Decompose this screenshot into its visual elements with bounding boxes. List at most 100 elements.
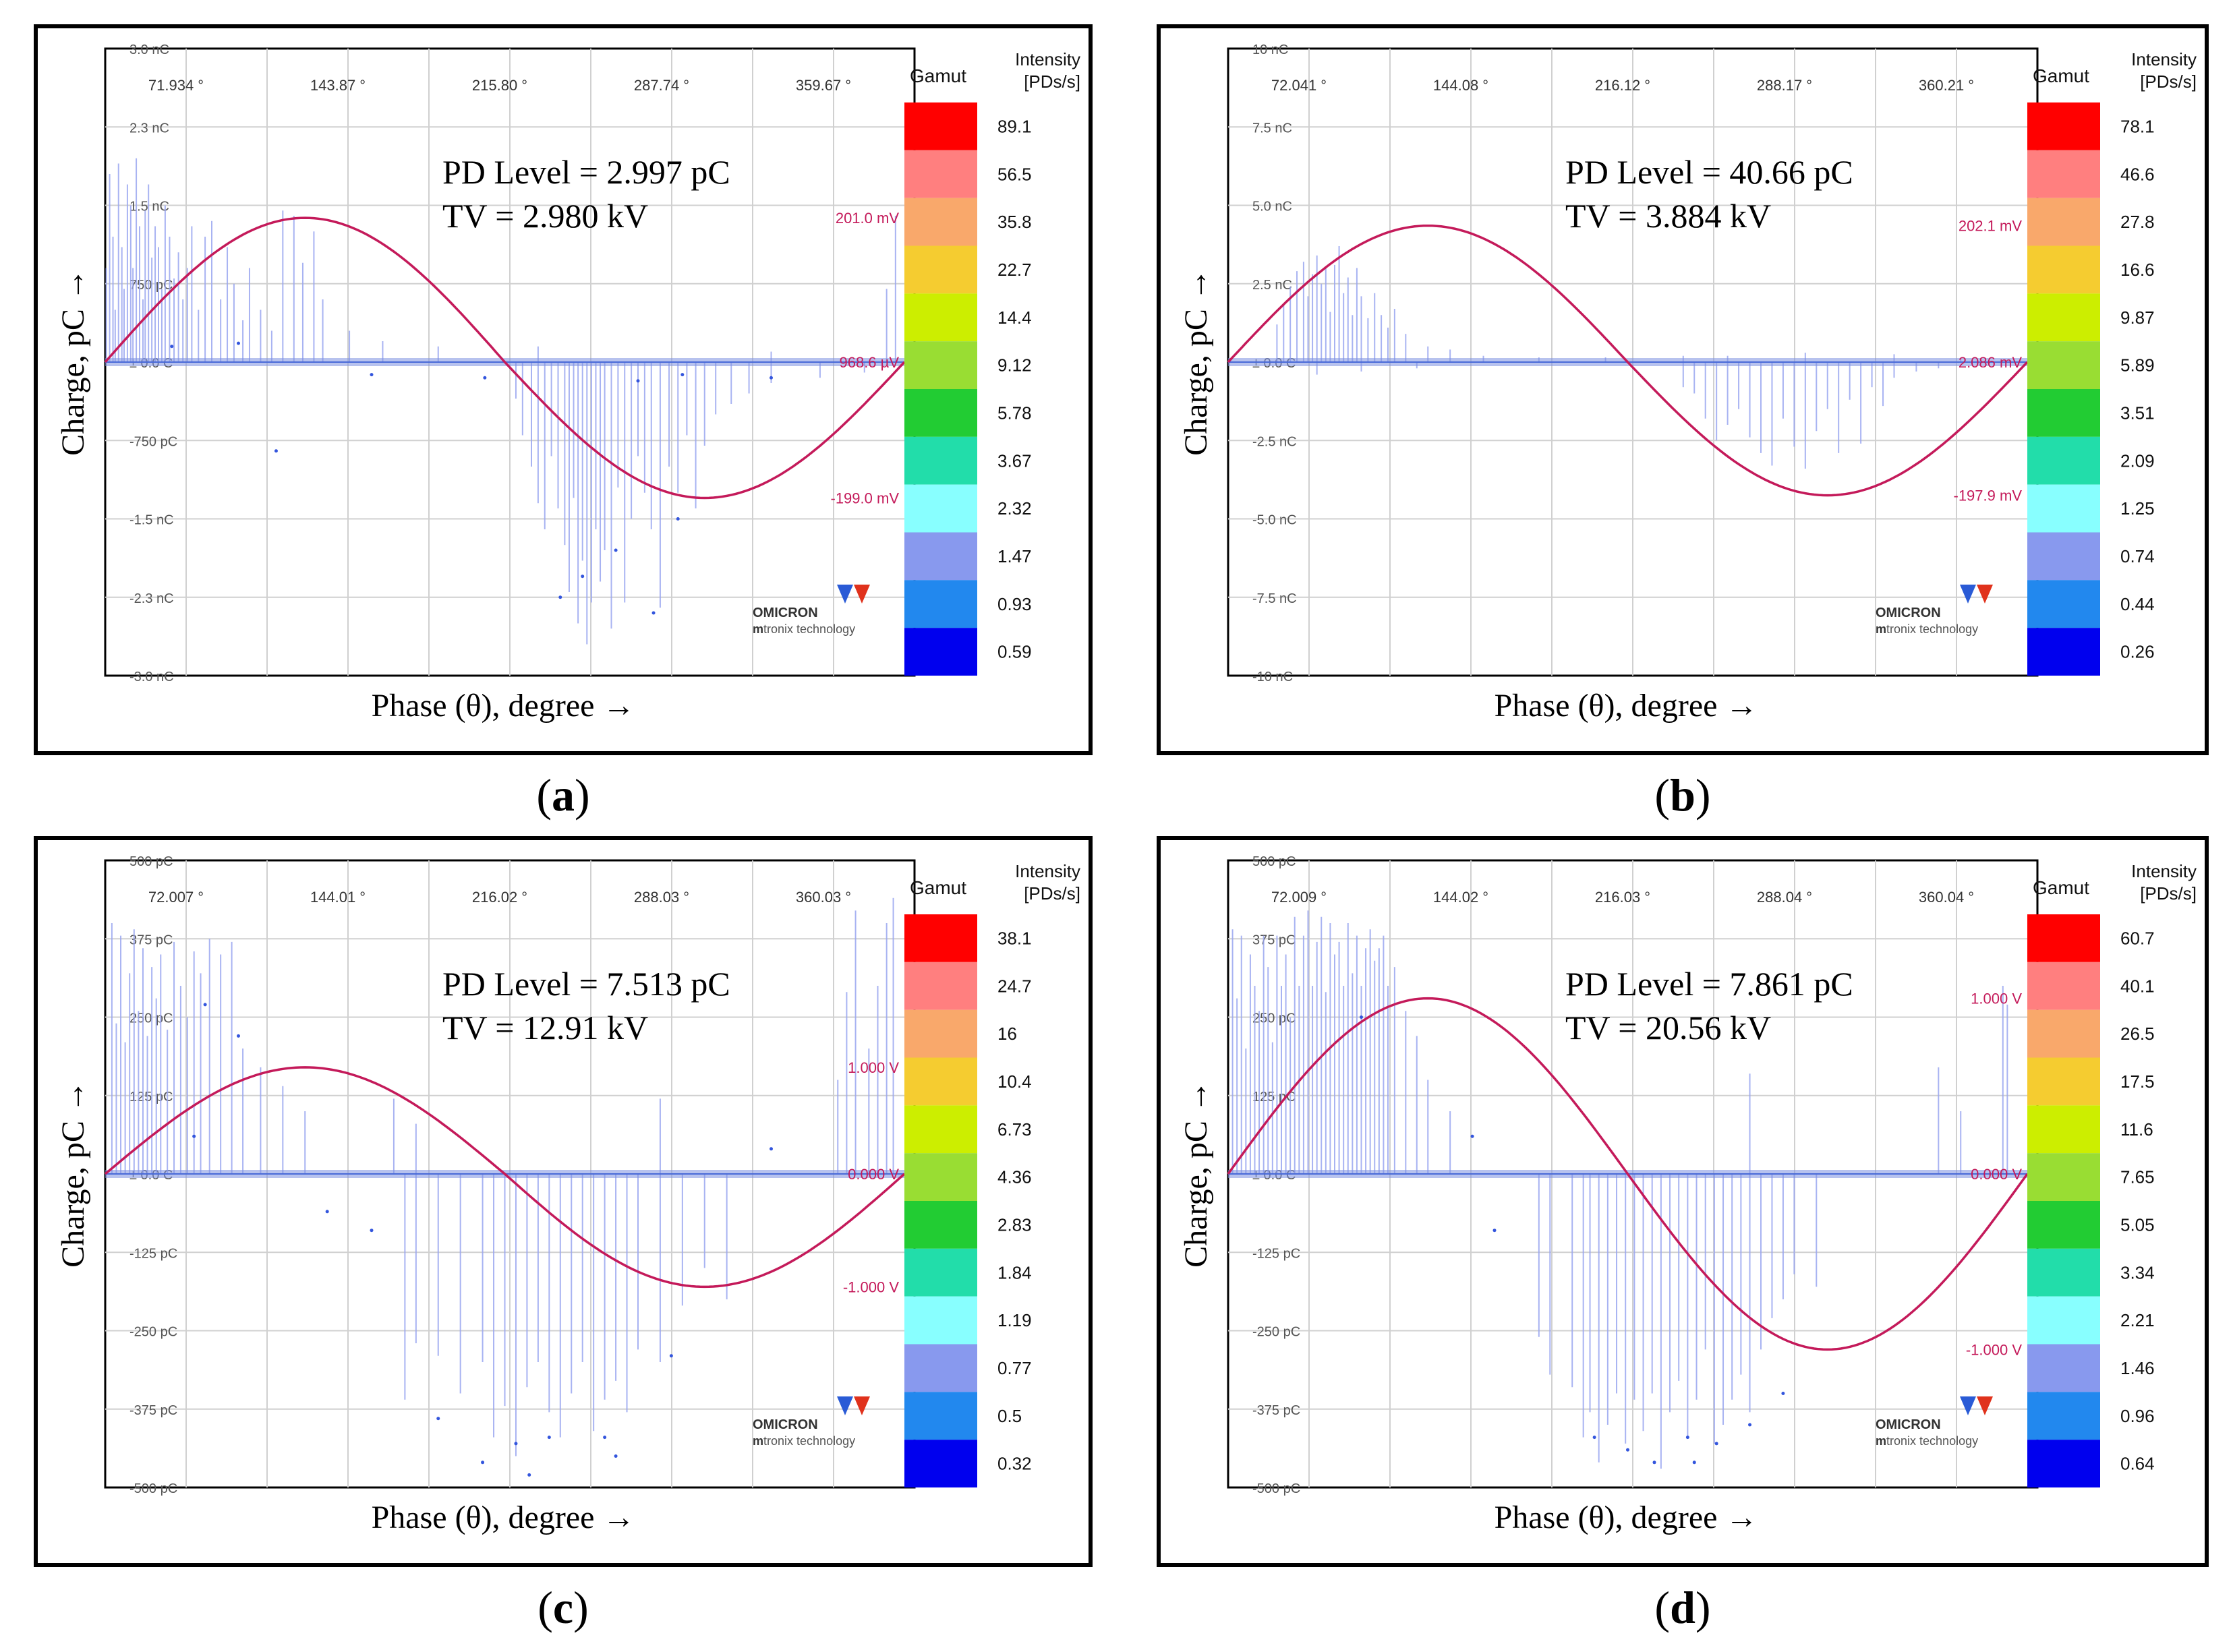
pd-dot bbox=[370, 1229, 374, 1233]
gamut-title: Gamut bbox=[2033, 877, 2089, 898]
y-axis-title: Charge, pC → bbox=[1178, 1080, 1214, 1268]
logo-mark-blue bbox=[1960, 585, 1976, 603]
pd-dot bbox=[1470, 1134, 1474, 1138]
gamut-value: 11.6 bbox=[2120, 1119, 2153, 1140]
pd-dot bbox=[770, 376, 773, 380]
voltage-label: 1.000 V bbox=[848, 1059, 899, 1076]
phase-tick-label: 143.87 ° bbox=[310, 77, 366, 94]
gamut-swatch bbox=[904, 962, 977, 1010]
gamut-value: 56.5 bbox=[997, 164, 1032, 184]
phase-tick-label: 360.21 ° bbox=[1919, 77, 1974, 94]
gamut-swatch bbox=[2027, 436, 2100, 485]
gamut-swatch bbox=[904, 198, 977, 246]
logo-brand: OMICRON bbox=[1876, 606, 1941, 620]
voltage-label: 968.6 µV bbox=[839, 354, 899, 371]
gamut-swatch bbox=[904, 1105, 977, 1154]
gamut-swatch bbox=[2027, 1201, 2100, 1249]
pd-dot bbox=[237, 1034, 240, 1038]
charge-tick-label: -3.0 nC bbox=[129, 670, 174, 684]
intensity-title: Intensity bbox=[1015, 861, 1080, 881]
pd-dot bbox=[370, 373, 374, 377]
pd-dot bbox=[483, 376, 487, 380]
pd-dot bbox=[1492, 1229, 1497, 1233]
gamut-value: 60.7 bbox=[2120, 928, 2155, 948]
logo-sub-rest: tronix technology bbox=[763, 622, 855, 636]
charge-tick-label: 375 pC bbox=[129, 933, 173, 947]
phase-tick-label: 288.04 ° bbox=[1757, 889, 1812, 906]
voltage-label: 201.0 mV bbox=[836, 210, 899, 227]
charge-tick-label: 2.3 nC bbox=[129, 121, 169, 136]
intensity-unit: [PDs/s] bbox=[1024, 883, 1080, 904]
logo-mark-blue bbox=[1960, 1396, 1976, 1415]
gamut-swatch bbox=[904, 914, 977, 962]
gamut-swatch bbox=[904, 484, 977, 533]
gamut-value: 16 bbox=[997, 1024, 1017, 1044]
charge-tick-label: -7.5 nC bbox=[1252, 591, 1297, 606]
intensity-unit: [PDs/s] bbox=[1024, 71, 1080, 92]
phase-tick-label: 72.009 ° bbox=[1271, 889, 1327, 906]
logo-sub-prefix: m bbox=[753, 1434, 763, 1448]
x-axis-title: Phase (θ), degree → bbox=[372, 688, 635, 724]
pd-dot bbox=[547, 1436, 551, 1440]
pd-dot bbox=[1692, 1461, 1696, 1465]
gamut-swatch bbox=[904, 102, 977, 150]
charge-tick-label: -5.0 nC bbox=[1252, 513, 1297, 528]
gamut-value: 5.78 bbox=[997, 403, 1032, 423]
pd-dot bbox=[527, 1473, 531, 1477]
gamut-swatch bbox=[2027, 150, 2100, 198]
logo-mark-blue bbox=[837, 585, 853, 603]
gamut-value: 46.6 bbox=[2120, 164, 2155, 184]
pd-dot bbox=[203, 1003, 207, 1007]
gamut-swatch bbox=[904, 628, 977, 676]
gamut-swatch bbox=[2027, 1392, 2100, 1440]
gamut-swatch bbox=[904, 580, 977, 628]
gamut-swatch bbox=[2027, 484, 2100, 533]
voltage-label: -1.000 V bbox=[1966, 1341, 2022, 1358]
pd-dot bbox=[603, 1436, 607, 1440]
phase-tick-label: 360.03 ° bbox=[796, 889, 851, 906]
phase-tick-label: 288.17 ° bbox=[1757, 77, 1812, 94]
gamut-value: 0.93 bbox=[997, 594, 1032, 614]
gamut-swatch bbox=[2027, 245, 2100, 294]
charge-tick-label: 5.0 nC bbox=[1252, 200, 1292, 214]
logo-brand: OMICRON bbox=[753, 1417, 818, 1432]
intensity-unit: [PDs/s] bbox=[2140, 883, 2197, 904]
gamut-value: 16.6 bbox=[2120, 260, 2155, 280]
omicron-logo: OMICRON mtronix technology bbox=[753, 1396, 870, 1448]
logo-sub: mtronix technology bbox=[1876, 1434, 1978, 1448]
pd-dot bbox=[274, 449, 278, 453]
gamut-swatch bbox=[904, 1440, 977, 1487]
charge-tick-label: -10 nC bbox=[1252, 670, 1293, 684]
gamut-value: 0.96 bbox=[2120, 1406, 2155, 1426]
gamut-value: 27.8 bbox=[2120, 212, 2155, 232]
gamut-title: Gamut bbox=[910, 65, 966, 86]
gamut-swatch bbox=[2027, 293, 2100, 342]
gamut-value: 35.8 bbox=[997, 212, 1032, 232]
gamut-value: 10.4 bbox=[997, 1071, 1032, 1092]
voltage-sine-curve bbox=[104, 216, 906, 500]
pd-dot bbox=[1685, 1436, 1689, 1440]
charge-tick-label: -125 pC bbox=[1252, 1246, 1300, 1261]
gamut-swatch bbox=[904, 293, 977, 342]
pd-dot bbox=[192, 1134, 196, 1138]
logo-brand: OMICRON bbox=[753, 606, 818, 620]
pd-dot bbox=[514, 1442, 518, 1446]
gamut-swatch bbox=[904, 1344, 977, 1392]
gamut-value: 14.4 bbox=[997, 307, 1032, 328]
gamut-value: 9.12 bbox=[997, 355, 1032, 376]
pd-dot bbox=[1748, 1423, 1752, 1427]
gamut-value: 26.5 bbox=[2120, 1024, 2155, 1044]
tv-annotation: TV = 20.56 kV bbox=[1565, 1009, 1771, 1046]
charge-tick-label: -750 pC bbox=[129, 434, 177, 449]
logo-sub: mtronix technology bbox=[753, 1434, 855, 1448]
phase-tick-label: 360.04 ° bbox=[1919, 889, 1974, 906]
voltage-label: -199.0 mV bbox=[831, 490, 900, 507]
gamut-swatch bbox=[904, 1057, 977, 1106]
omicron-logo: OMICRON mtronix technology bbox=[1876, 585, 1993, 636]
omicron-logo: OMICRON mtronix technology bbox=[753, 585, 870, 636]
pd-dot bbox=[669, 1354, 673, 1358]
voltage-sine-curve bbox=[1227, 997, 2029, 1351]
gamut-value: 0.26 bbox=[2120, 642, 2155, 662]
